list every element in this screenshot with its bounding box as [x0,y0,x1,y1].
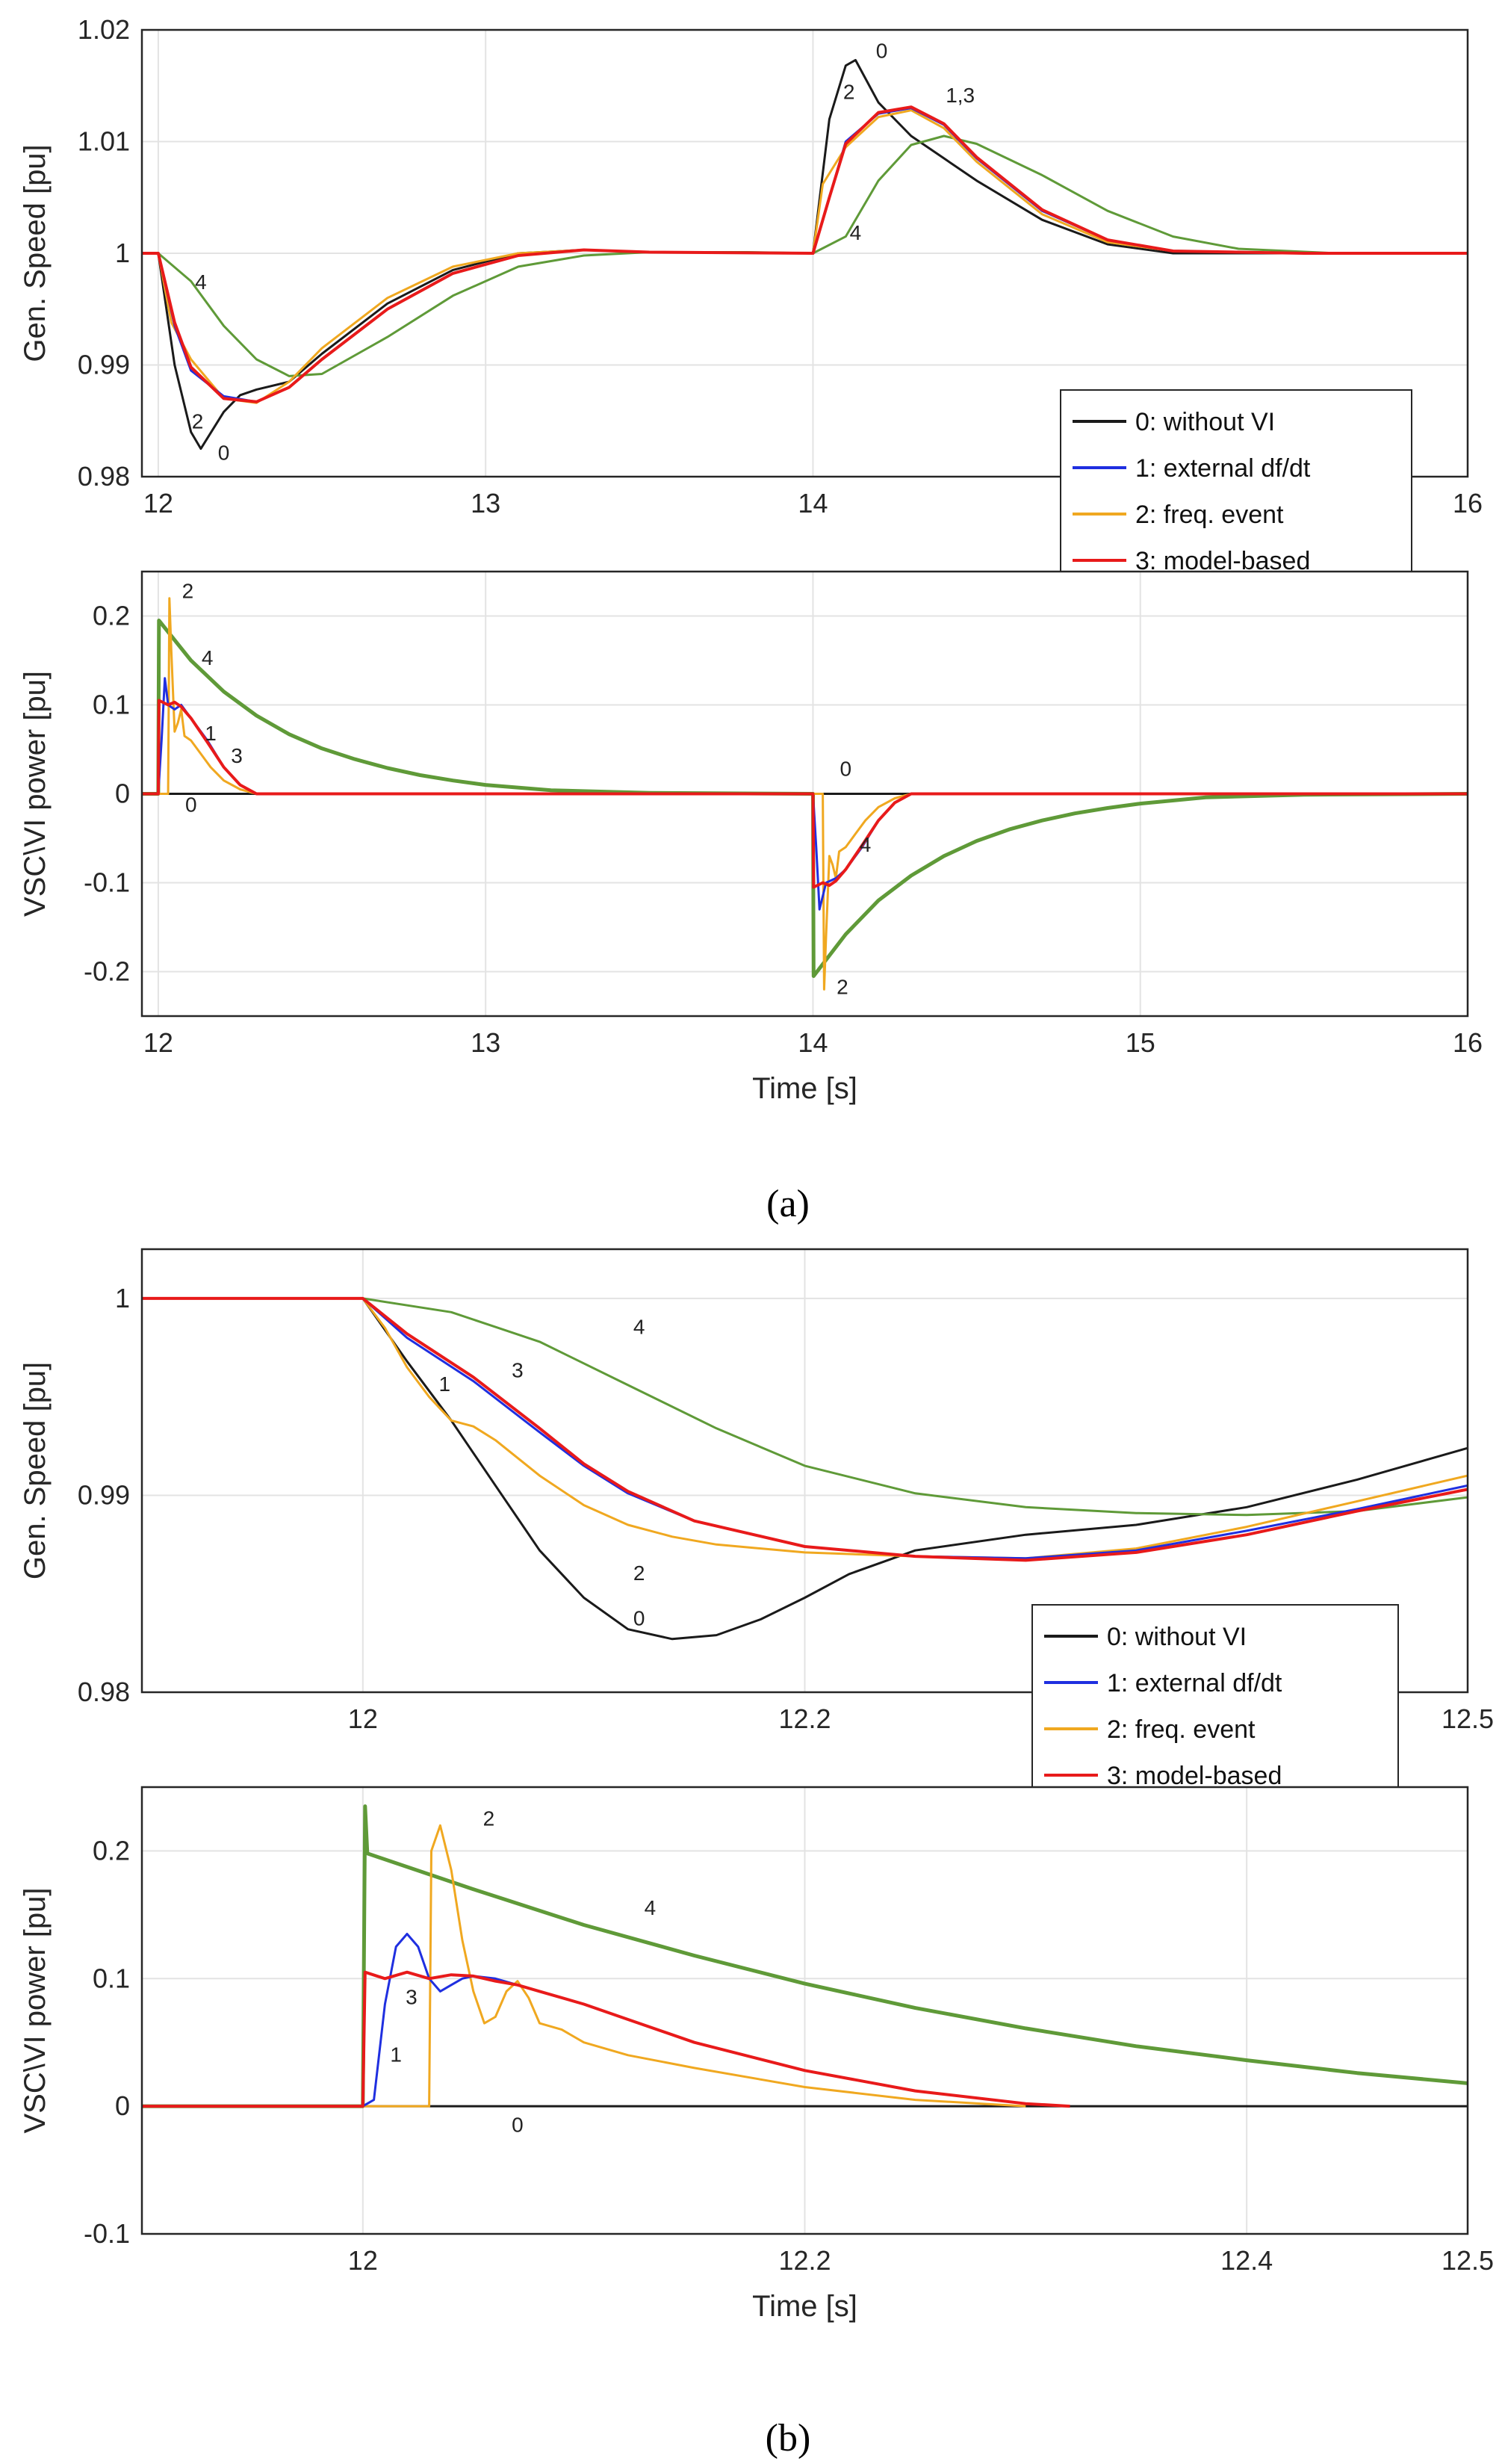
x-tick-label: 13 [471,488,500,519]
x-tick-label: 12 [143,1027,173,1058]
plot-frame [140,1786,1469,2235]
series-3-line [142,1296,1468,1562]
curve-annotation: 4 [195,270,207,294]
series-group [142,1804,1468,2108]
y-tick-label: -0.1 [84,867,130,898]
series-group [142,1296,1468,1641]
curve-annotation: 0 [840,758,851,781]
legend-label-3: 3: model-based [1135,547,1310,575]
curve-annotation: 3 [512,1358,524,1381]
x-tick-label: 12 [143,488,173,519]
y-tick-label: 0.99 [78,350,130,380]
curve-annotation: 1,3 [946,84,975,107]
legend-label-0: 0: without VI [1107,1623,1247,1651]
y-tick-label: 0.1 [93,690,130,720]
curve-annotation: 2 [837,975,848,998]
x-tick-label: 12 [348,1703,378,1734]
y-tick-label: 0 [115,778,130,809]
x-tick-label: 14 [798,1027,828,1058]
x-tick-label: 13 [471,1027,500,1058]
x-tick-label: 12.5 [1442,1703,1494,1734]
curve-annotation: 4 [850,221,862,244]
legend-label-2: 2: freq. event [1135,501,1284,529]
legend-label-2: 2: freq. event [1107,1715,1256,1744]
x-tick-label: 12.5 [1442,2245,1494,2276]
y-tick-label: 0.99 [78,1479,130,1510]
legend-label-1: 1: external df/dt [1107,1669,1282,1697]
y-tick-label: 1.01 [78,126,130,157]
curve-annotation: 1 [390,2043,402,2066]
y-axis-label: VSC\VI power [pu] [19,671,52,917]
curve-annotation: 4 [645,1896,657,1919]
panel-label-b: (b) [766,2417,811,2460]
y-tick-label: 0.98 [78,461,130,492]
y-tick-label: 0 [115,2090,130,2121]
curve-annotation: 3 [406,1985,418,2008]
y-axis-label: VSC\VI power [pu] [19,1887,52,2133]
plot-frame [140,1248,1469,1694]
curve-annotation: 2 [182,580,194,603]
y-axis-label: Gen. Speed [pu] [19,144,52,362]
curve-annotation: 2 [843,81,855,104]
curve-annotation: 0 [876,39,888,62]
y-tick-label: 1.02 [78,14,130,45]
panel-label-a: (a) [766,1183,810,1225]
series-4-line [142,1804,1468,2108]
curve-annotation: 2 [633,1561,645,1585]
series-3-line [142,699,1468,889]
x-tick-label: 12.4 [1220,2245,1273,2276]
x-tick-label: 15 [1126,1027,1155,1058]
series-3-line [142,1970,1070,2108]
series-2-line [142,1297,1468,1560]
curve-annotation: 1 [205,722,217,745]
x-axis-label: Time [s] [752,2290,857,2323]
y-tick-label: 0.1 [93,1963,130,1993]
curve-annotation: 2 [192,410,204,433]
x-tick-label: 12.2 [778,1703,831,1734]
curve-annotation: 2 [483,1807,495,1830]
curve-annotation: 4 [633,1315,645,1338]
series-2-line [142,1824,1026,2108]
x-tick-label: 12 [348,2245,378,2276]
y-tick-label: 1 [115,1283,130,1313]
curve-annotation: 0 [633,1606,645,1629]
legend-label-1: 1: external df/dt [1135,454,1311,483]
x-tick-label: 14 [798,488,828,519]
y-axis-label: Gen. Speed [pu] [19,1362,52,1579]
curve-annotation: 1 [439,1372,451,1396]
curve-annotation: 3 [231,744,243,767]
y-tick-label: -0.1 [84,2218,130,2249]
series-3-line [142,105,1468,403]
curve-annotation: 0 [512,2113,524,2136]
y-tick-label: 0.98 [78,1677,130,1707]
legend-label-3: 3: model-based [1107,1762,1282,1790]
series-group [142,58,1468,451]
curve-annotation: 4 [202,646,214,669]
x-tick-label: 16 [1453,1027,1483,1058]
x-tick-label: 16 [1453,488,1483,519]
x-tick-label: 12.2 [778,2245,831,2276]
y-tick-label: 1 [115,238,130,268]
series-group [142,597,1468,991]
curve-annotation: 0 [218,442,230,465]
y-tick-label: 0.2 [93,601,130,631]
chart-a-speed: 0.98 0.99 1 1.01 1.02 12 13 14 16 Gen. Speed [pu]… [19,14,1483,645]
legend-label-0: 0: without VI [1135,408,1275,436]
x-axis-label: Time [s] [752,1072,857,1105]
curve-annotation: 4 [860,833,872,856]
curve-annotation: 0 [185,793,197,816]
y-tick-label: 0.2 [93,1835,130,1866]
plot-frame [140,28,1469,478]
series-4-line [142,1297,1468,1517]
plot-frame [140,570,1469,1018]
y-tick-label: -0.2 [84,956,130,987]
